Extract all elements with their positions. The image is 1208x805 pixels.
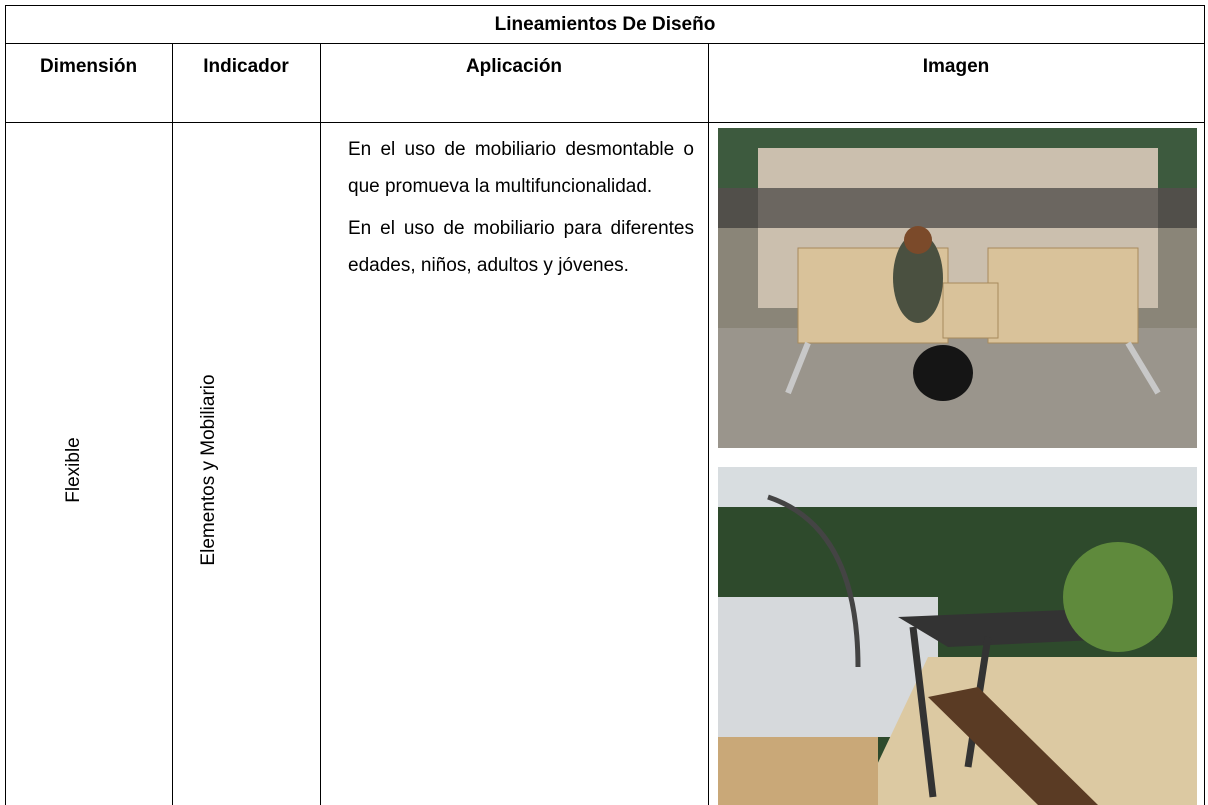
photo-shelter bbox=[718, 467, 1197, 805]
indicator: Elementos y Mobiliario bbox=[198, 374, 219, 566]
column-header: Indicador bbox=[203, 56, 289, 77]
photo-bench bbox=[718, 128, 1197, 448]
table-title: Lineamientos De Diseño bbox=[494, 14, 716, 35]
paragraph: En el uso de mobiliario para diferentes … bbox=[348, 218, 694, 276]
application: En el uso de mobiliario desmontable o qu… bbox=[348, 132, 694, 290]
border bbox=[5, 43, 1205, 44]
dimension: Flexible bbox=[63, 437, 84, 503]
paragraph: En el uso de mobiliario desmontable o qu… bbox=[348, 139, 694, 197]
border bbox=[5, 5, 6, 805]
border bbox=[320, 43, 321, 805]
border bbox=[172, 43, 173, 805]
border bbox=[5, 122, 1205, 123]
column-header: Dimensión bbox=[39, 56, 138, 77]
border bbox=[5, 5, 1205, 6]
column-header: Imagen bbox=[922, 56, 990, 77]
column-header: Aplicación bbox=[465, 56, 563, 77]
border bbox=[1204, 5, 1205, 805]
border bbox=[708, 43, 709, 805]
